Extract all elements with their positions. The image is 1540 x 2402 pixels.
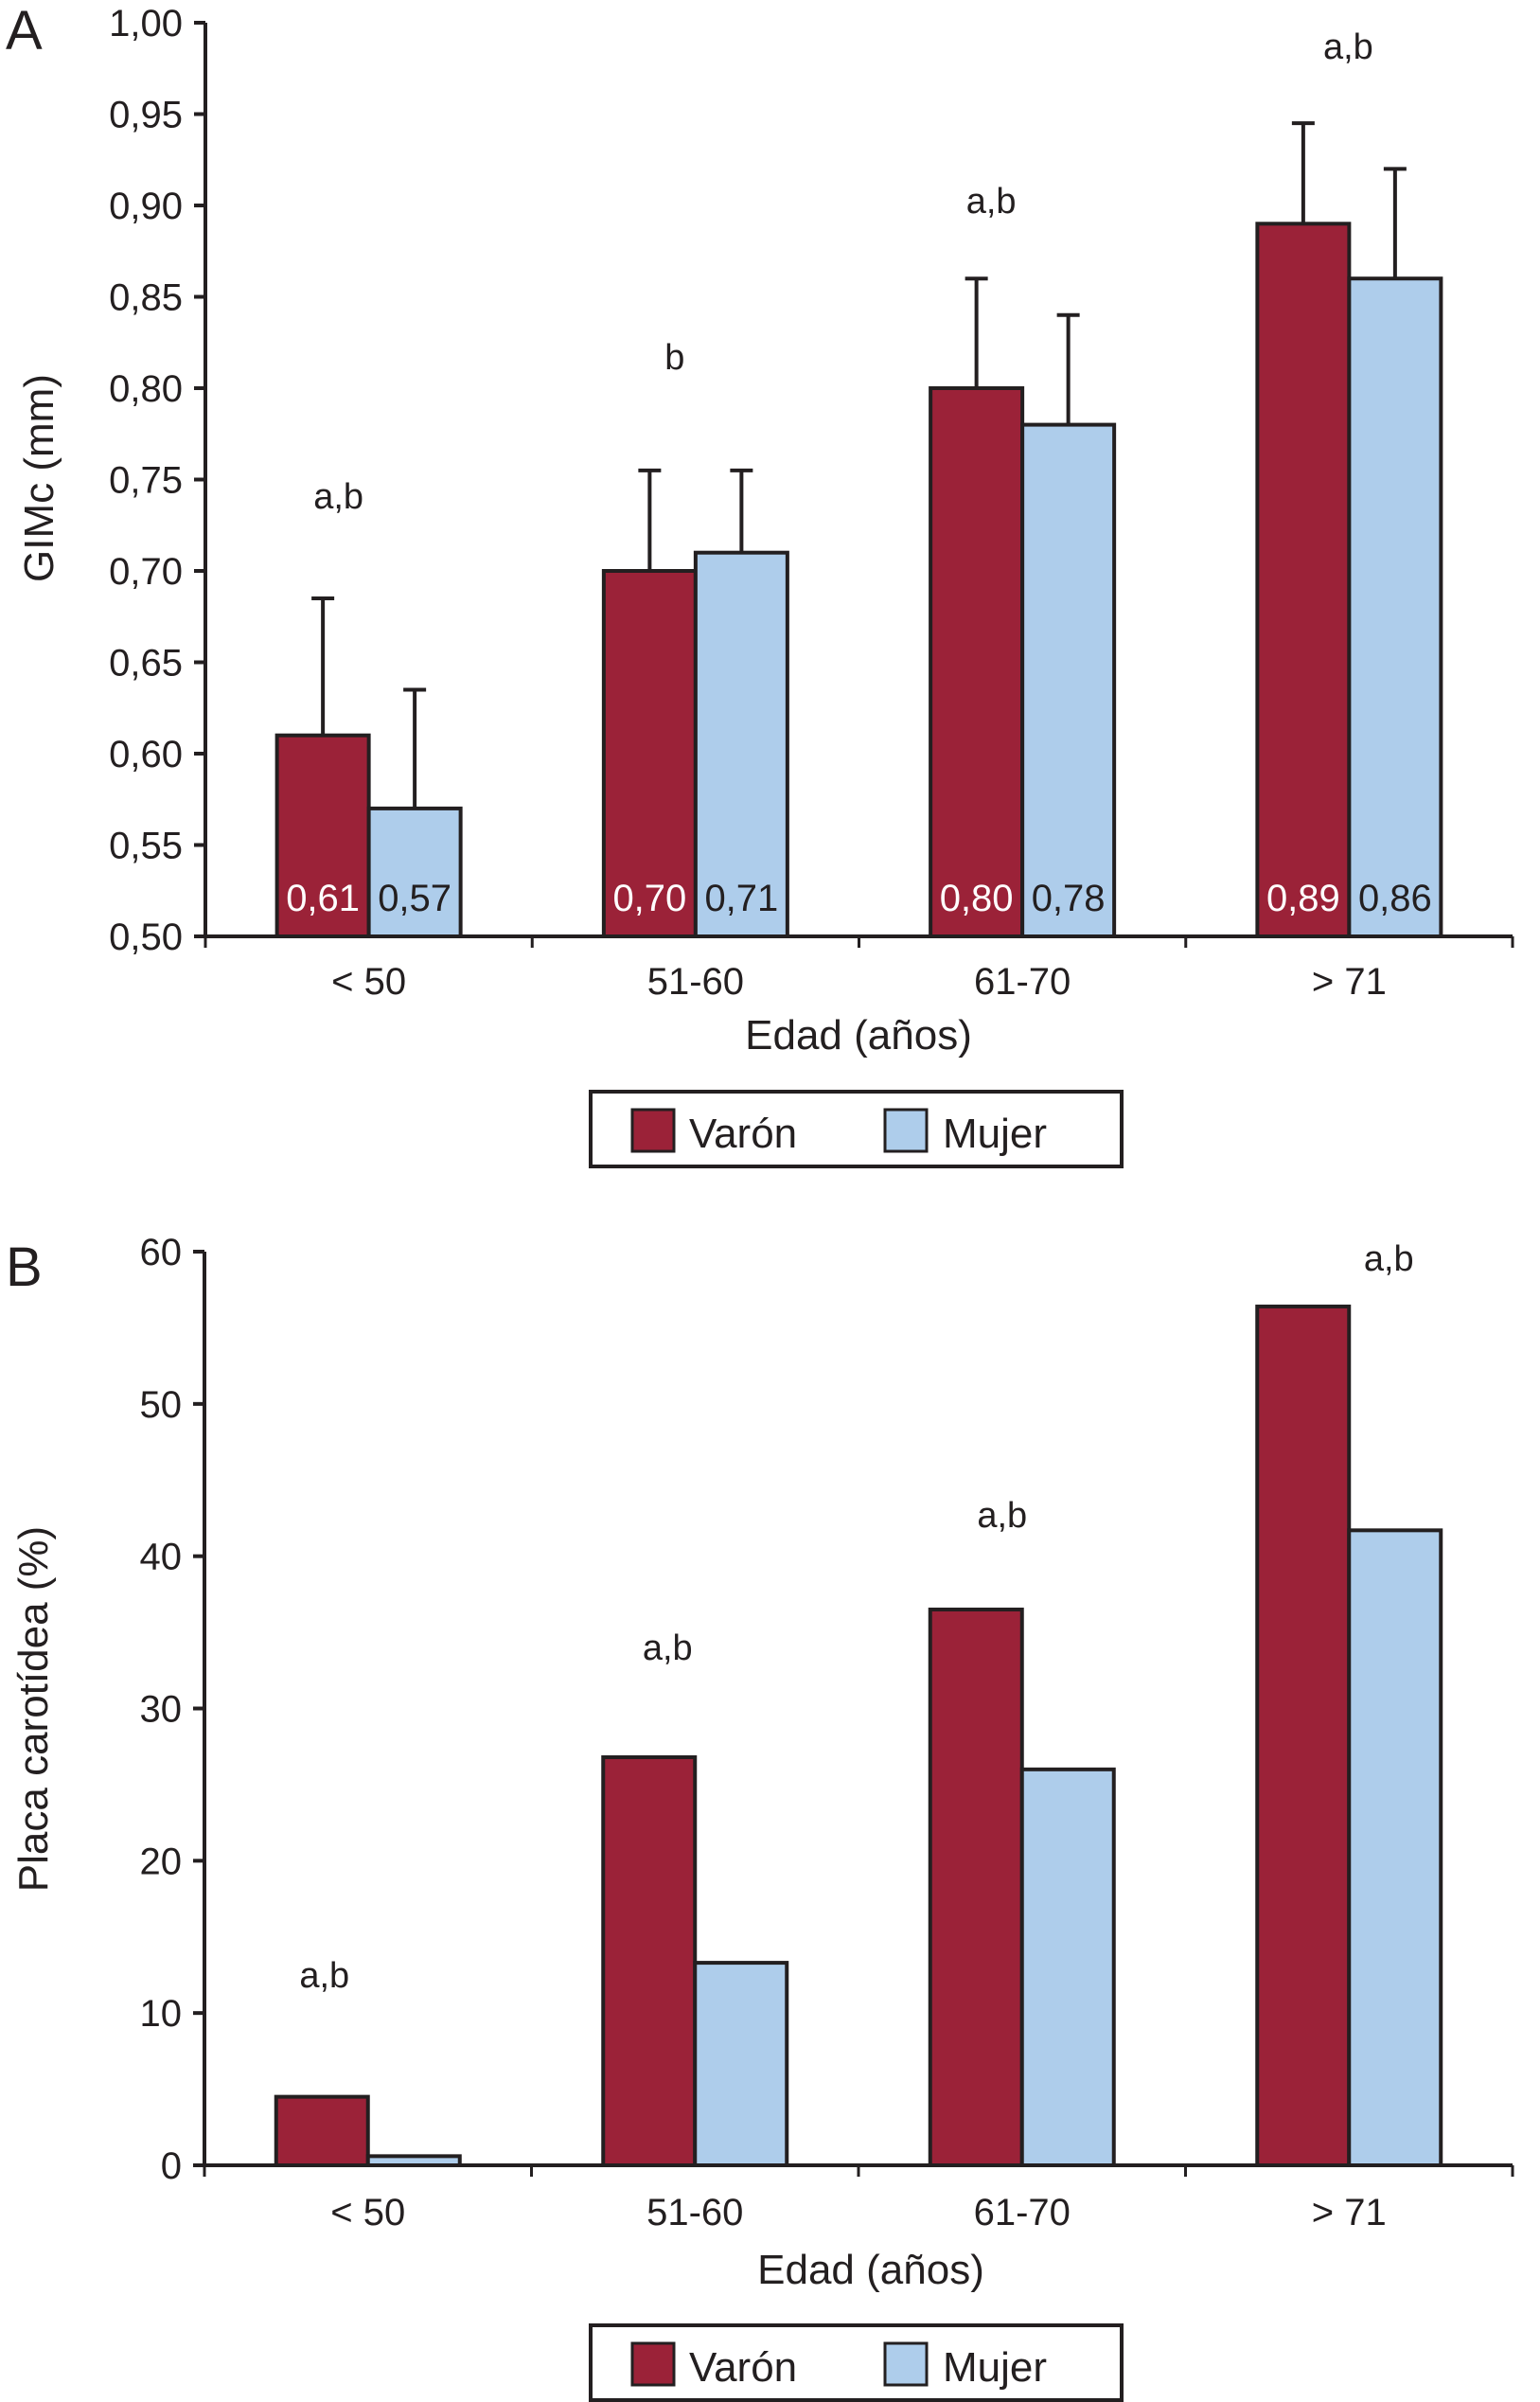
y-tick-label: 0,90 bbox=[109, 186, 183, 227]
panel-b-label: B bbox=[6, 1237, 43, 1298]
significance-annotation: a,b bbox=[977, 1496, 1027, 1536]
bar-mujer bbox=[693, 1961, 789, 2167]
bar-varon bbox=[601, 1754, 698, 2167]
bar-varon bbox=[929, 386, 1025, 938]
bar-varon bbox=[1255, 1304, 1352, 2167]
value-label-mujer: 0,57 bbox=[378, 878, 451, 919]
y-tick-label: 0,65 bbox=[109, 643, 183, 685]
bar-varon bbox=[274, 733, 371, 939]
legend-swatch-varon bbox=[630, 2341, 676, 2387]
y-tick-label: 0,70 bbox=[109, 551, 183, 593]
y-tick-label: 0 bbox=[161, 2145, 182, 2187]
panel-b-legend: Varón Mujer bbox=[589, 2323, 1124, 2402]
significance-annotation: a,b bbox=[966, 182, 1017, 222]
value-label-mujer: 0,78 bbox=[1032, 878, 1106, 919]
value-label-varon: 0,89 bbox=[1266, 878, 1340, 919]
x-tick-label: > 71 bbox=[1312, 2192, 1387, 2233]
y-tick-label: 0,75 bbox=[109, 460, 183, 502]
y-tick-label: 40 bbox=[140, 1537, 183, 1578]
legend-label-varon: Varón bbox=[689, 2344, 797, 2391]
legend-label-mujer: Mujer bbox=[943, 2344, 1047, 2391]
y-tick-label: 20 bbox=[140, 1841, 183, 1882]
significance-annotation: a,b bbox=[313, 477, 363, 517]
panel-b-plot: < 50 a,b 51-60 a,b 61-70 a,b > 71 a,b 0 10 20 30 40 5… bbox=[140, 1232, 1514, 2233]
x-tick-label: 61-70 bbox=[974, 961, 1071, 1003]
y-tick-label: 60 bbox=[140, 1232, 183, 1273]
panel-a-x-axis-label: Edad (años) bbox=[745, 1012, 972, 1059]
value-label-varon: 0,80 bbox=[940, 878, 1014, 919]
bar-mujer bbox=[1347, 276, 1443, 938]
legend-box bbox=[589, 1090, 1124, 1168]
x-tick-label: < 50 bbox=[331, 961, 406, 1003]
legend-swatch-mujer bbox=[883, 2341, 929, 2387]
legend-label-mujer: Mujer bbox=[943, 1111, 1047, 1157]
value-label-varon: 0,61 bbox=[286, 878, 360, 919]
y-tick-label: 0,50 bbox=[109, 916, 183, 958]
significance-annotation: b bbox=[664, 338, 684, 378]
panel-a-y-axis-label: GIMc (mm) bbox=[16, 374, 62, 582]
bar-mujer bbox=[1020, 422, 1117, 939]
y-tick-label: 0,85 bbox=[109, 277, 183, 319]
legend-box bbox=[589, 2323, 1124, 2402]
y-tick-label: 50 bbox=[140, 1384, 183, 1426]
x-tick-label: < 50 bbox=[330, 2192, 405, 2233]
bar-mujer bbox=[693, 550, 789, 938]
panel-b-y-axis-label: Placa carotídea (%) bbox=[10, 1526, 57, 1892]
x-tick-label: 51-60 bbox=[647, 961, 744, 1003]
bar-varon bbox=[601, 569, 698, 938]
panel-a-plot: 0,61 0,57 < 50 a,b 0,70 0,71 51-60 b 0,80 0,78 61-… bbox=[109, 3, 1514, 1003]
y-tick-label: 0,60 bbox=[109, 734, 183, 775]
y-tick-label: 1,00 bbox=[109, 3, 183, 44]
panel-b-x-axis-label: Edad (años) bbox=[757, 2247, 984, 2293]
panel-a-legend: Varón Mujer bbox=[589, 1090, 1124, 1168]
value-label-mujer: 0,86 bbox=[1358, 878, 1432, 919]
significance-annotation: a,b bbox=[299, 1956, 349, 1996]
significance-annotation: a,b bbox=[643, 1628, 693, 1668]
legend-swatch-varon bbox=[630, 1108, 676, 1153]
x-tick-label: 51-60 bbox=[646, 2192, 743, 2233]
legend-swatch-mujer bbox=[883, 1108, 929, 1153]
y-tick-label: 30 bbox=[140, 1689, 183, 1731]
y-tick-label: 0,80 bbox=[109, 368, 183, 410]
bar-mujer bbox=[1019, 1767, 1116, 2168]
bar-varon bbox=[928, 1607, 1024, 2168]
x-tick-label: > 71 bbox=[1312, 961, 1387, 1003]
bar-varon bbox=[1255, 222, 1352, 939]
panel-a-label: A bbox=[6, 0, 43, 62]
bar-mujer bbox=[1347, 1528, 1443, 2167]
x-tick-label: 61-70 bbox=[974, 2192, 1071, 2233]
significance-annotation: a,b bbox=[1323, 27, 1373, 67]
legend-label-varon: Varón bbox=[689, 1111, 797, 1157]
significance-annotation: a,b bbox=[1364, 1239, 1414, 1279]
y-tick-label: 10 bbox=[140, 1993, 183, 2035]
value-label-mujer: 0,71 bbox=[704, 878, 778, 919]
bar-varon bbox=[274, 2094, 370, 2167]
y-tick-label: 0,95 bbox=[109, 95, 183, 136]
value-label-varon: 0,70 bbox=[612, 878, 686, 919]
y-tick-label: 0,55 bbox=[109, 826, 183, 867]
